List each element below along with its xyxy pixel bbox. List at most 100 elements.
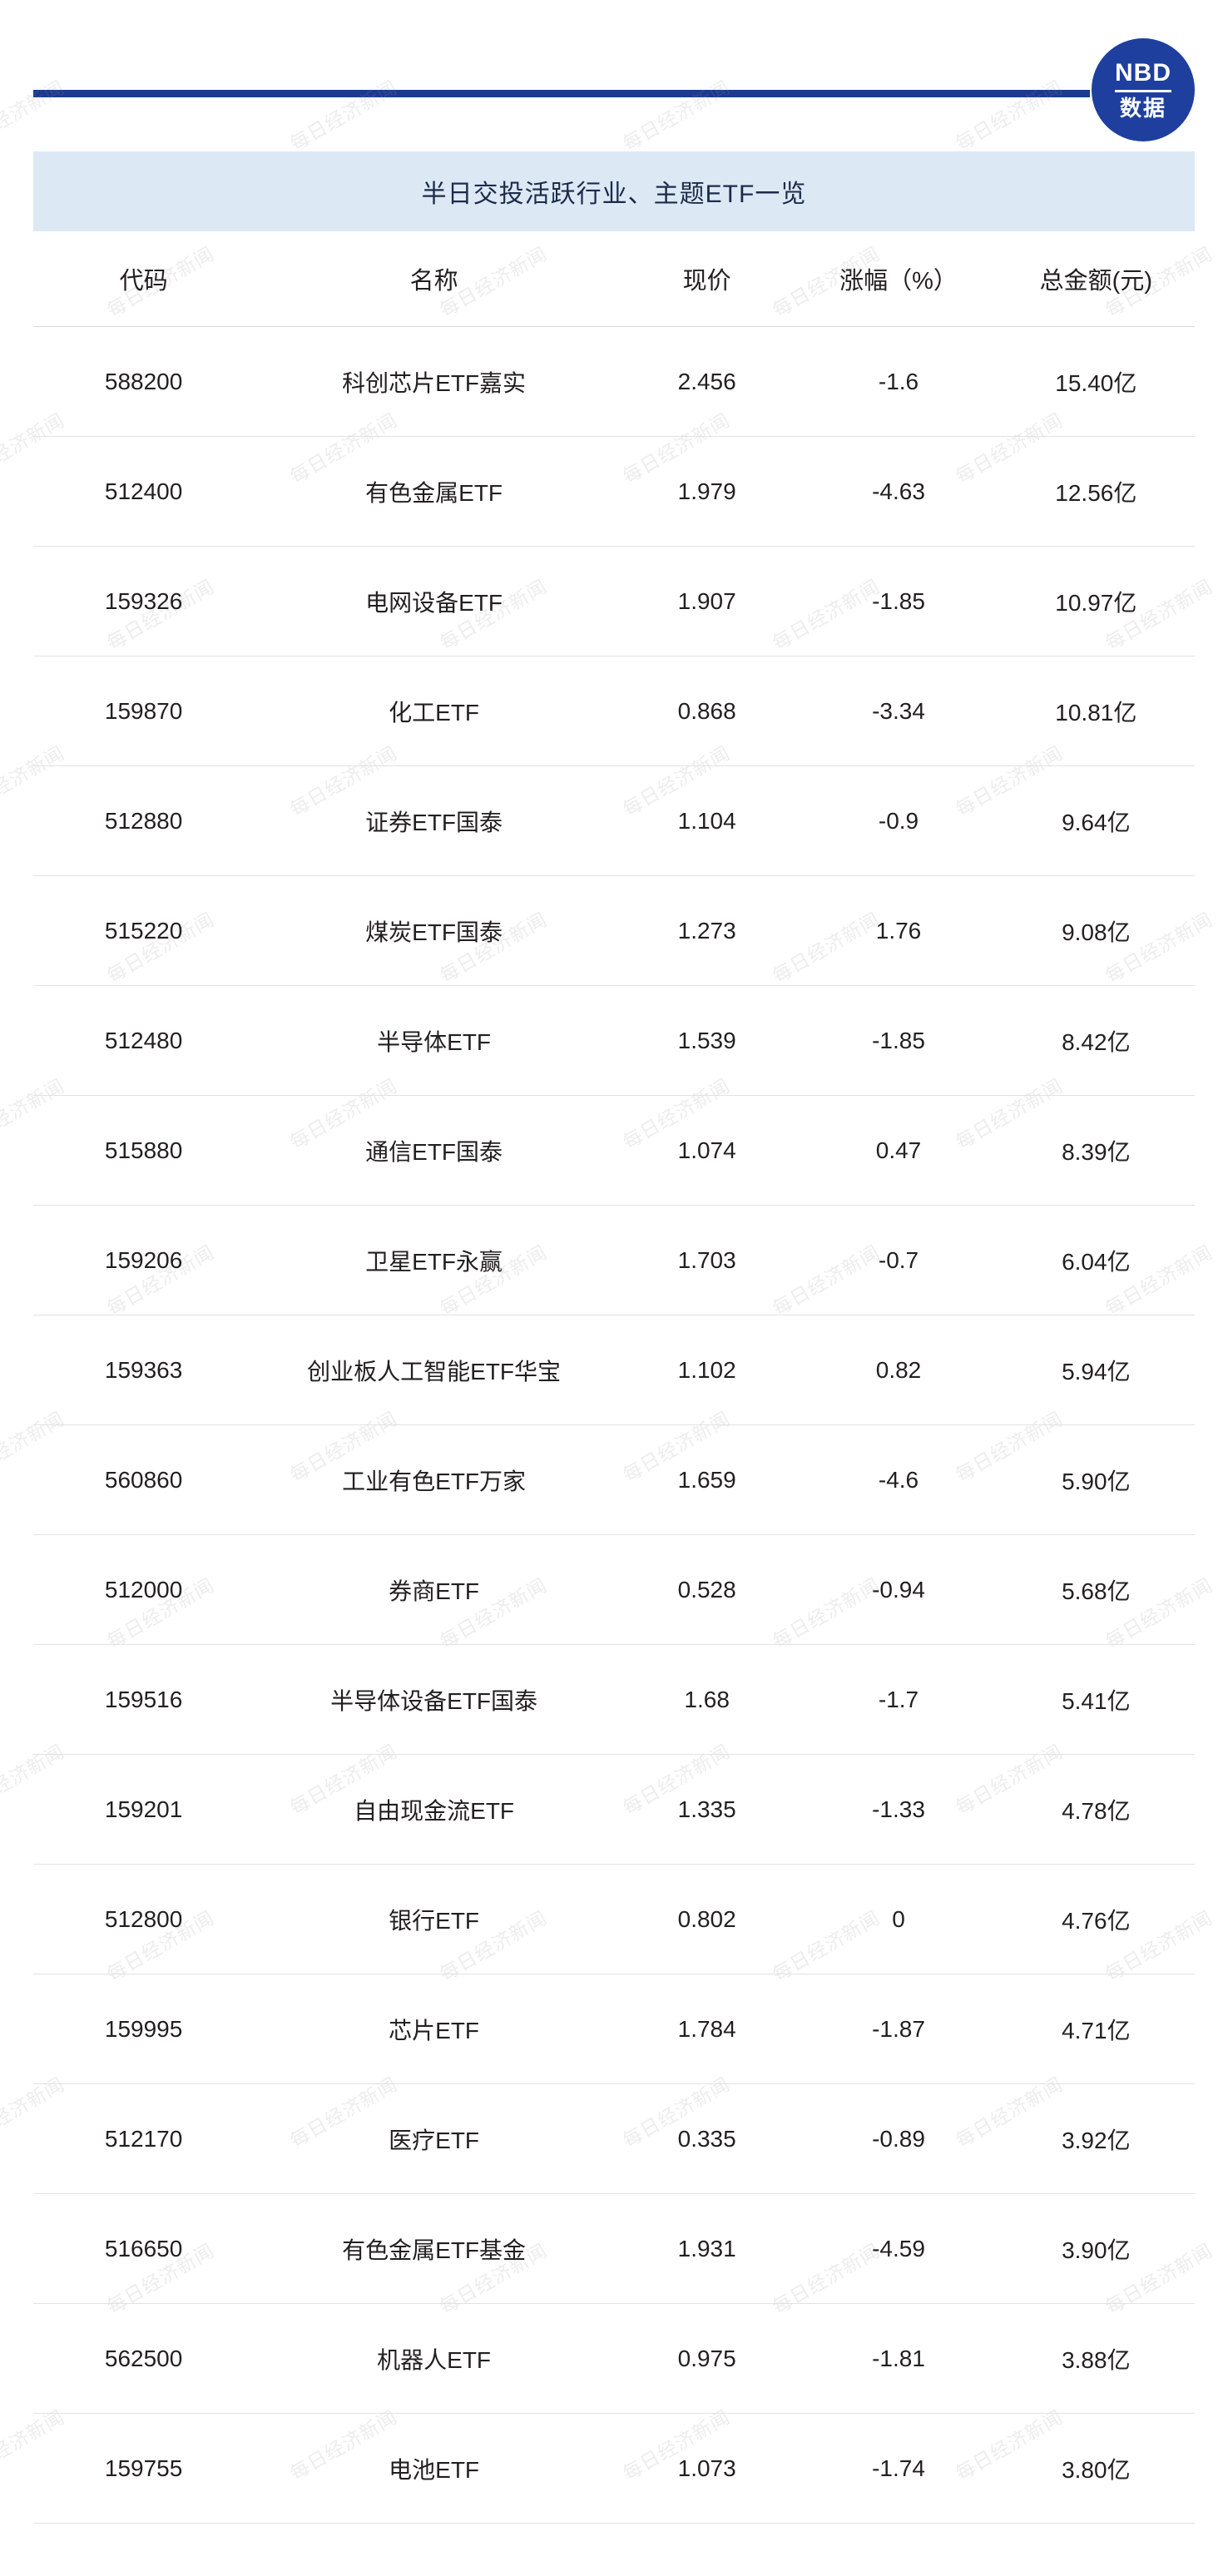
table-body: 588200 科创芯片ETF嘉实 2.456 -1.6 15.40亿 512400 有色金属… [33, 326, 1195, 2524]
logo-bottom-text: 数据 [1119, 95, 1166, 121]
cell-change: -1.81 [800, 2303, 998, 2414]
cell-amount: 10.97亿 [997, 546, 1195, 656]
cell-price: 1.539 [613, 985, 800, 1096]
cell-price: 1.68 [613, 1644, 800, 1755]
cell-code: 515220 [33, 875, 255, 986]
table-row: 159326 电网设备ETF 1.907 -1.85 10.97亿 [33, 546, 1195, 656]
table-row: 159995 芯片ETF 1.784 -1.87 4.71亿 [33, 1974, 1195, 2084]
table-row: 512170 医疗ETF 0.335 -0.89 3.92亿 [33, 2083, 1195, 2194]
cell-code: 588200 [33, 326, 255, 437]
cell-code: 159326 [33, 546, 255, 656]
cell-code: 562500 [33, 2303, 255, 2414]
cell-change: -3.34 [800, 656, 998, 766]
cell-code: 512400 [33, 436, 255, 547]
cell-amount: 12.56亿 [997, 436, 1195, 547]
cell-name: 科创芯片ETF嘉实 [254, 326, 614, 437]
cell-amount: 8.42亿 [997, 985, 1195, 1096]
cell-price: 0.868 [613, 656, 800, 766]
cell-amount: 3.92亿 [997, 2083, 1195, 2194]
cell-amount: 3.88亿 [997, 2303, 1195, 2414]
table-row: 512000 券商ETF 0.528 -0.94 5.68亿 [33, 1534, 1195, 1645]
cell-name: 通信ETF国泰 [254, 1095, 614, 1206]
table-row: 516650 有色金属ETF基金 1.931 -4.59 3.90亿 [33, 2193, 1195, 2304]
cell-change: -1.7 [800, 1644, 998, 1755]
cell-price: 0.802 [613, 1864, 800, 1974]
cell-code: 516650 [33, 2193, 255, 2304]
cell-change: 0.47 [800, 1095, 998, 1206]
cell-price: 1.703 [613, 1205, 800, 1315]
cell-amount: 4.78亿 [997, 1754, 1195, 1865]
table-row: 512480 半导体ETF 1.539 -1.85 8.42亿 [33, 985, 1195, 1096]
nbd-logo: NBD 数据 [1092, 38, 1195, 141]
cell-change: 1.76 [800, 875, 998, 986]
header-rule [33, 90, 1090, 97]
cell-amount: 3.90亿 [997, 2193, 1195, 2304]
table-row: 159363 创业板人工智能ETF华宝 1.102 0.82 5.94亿 [33, 1315, 1195, 1425]
cell-name: 证券ETF国泰 [254, 765, 614, 876]
cell-price: 0.528 [613, 1534, 800, 1645]
cell-code: 512170 [33, 2083, 255, 2194]
cell-name: 工业有色ETF万家 [254, 1424, 614, 1535]
cell-change: -0.9 [800, 765, 998, 876]
cell-name: 化工ETF [254, 656, 614, 766]
table-row: 159755 电池ETF 1.073 -1.74 3.80亿 [33, 2413, 1195, 2524]
table-row: 512400 有色金属ETF 1.979 -4.63 12.56亿 [33, 436, 1195, 547]
cell-price: 1.979 [613, 436, 800, 547]
cell-change: -4.59 [800, 2193, 998, 2304]
cell-amount: 4.71亿 [997, 1974, 1195, 2084]
cell-price: 1.784 [613, 1974, 800, 2084]
watermark-text: 每日经济新闻 [1099, 2568, 1217, 2576]
column-header-price: 现价 [613, 231, 800, 327]
cell-price: 0.975 [613, 2303, 800, 2414]
cell-name: 券商ETF [254, 1534, 614, 1645]
cell-price: 1.659 [613, 1424, 800, 1535]
column-header-name: 名称 [254, 231, 614, 327]
cell-name: 机器人ETF [254, 2303, 614, 2414]
cell-code: 159206 [33, 1205, 255, 1315]
cell-change: -1.85 [800, 546, 998, 656]
cell-change: -1.6 [800, 326, 998, 437]
cell-change: -0.7 [800, 1205, 998, 1315]
cell-name: 半导体ETF [254, 985, 614, 1096]
cell-price: 1.931 [613, 2193, 800, 2304]
cell-change: -1.85 [800, 985, 998, 1096]
cell-code: 159516 [33, 1644, 255, 1755]
table-row: 159201 自由现金流ETF 1.335 -1.33 4.78亿 [33, 1754, 1195, 1865]
table-row: 560860 工业有色ETF万家 1.659 -4.6 5.90亿 [33, 1424, 1195, 1535]
table-row: 159516 半导体设备ETF国泰 1.68 -1.7 5.41亿 [33, 1644, 1195, 1755]
cell-amount: 4.76亿 [997, 1864, 1195, 1974]
table-row: 562500 机器人ETF 0.975 -1.81 3.88亿 [33, 2303, 1195, 2414]
cell-change: -4.63 [800, 436, 998, 547]
cell-price: 1.104 [613, 765, 800, 876]
watermark-text: 每日经济新闻 [101, 2568, 219, 2576]
cell-amount: 9.64亿 [997, 765, 1195, 876]
cell-amount: 5.68亿 [997, 1534, 1195, 1645]
cell-amount: 10.81亿 [997, 656, 1195, 766]
cell-amount: 8.39亿 [997, 1095, 1195, 1206]
cell-code: 512800 [33, 1864, 255, 1974]
cell-price: 1.335 [613, 1754, 800, 1865]
cell-code: 159363 [33, 1315, 255, 1425]
cell-name: 电网设备ETF [254, 546, 614, 656]
cell-amount: 3.80亿 [997, 2413, 1195, 2524]
table-header-row: 代码 名称 现价 涨幅（%） 总金额(元) [33, 231, 1195, 327]
cell-name: 有色金属ETF基金 [254, 2193, 614, 2304]
table-header: 代码 名称 现价 涨幅（%） 总金额(元) [33, 231, 1195, 327]
table-row: 159206 卫星ETF永赢 1.703 -0.7 6.04亿 [33, 1205, 1195, 1315]
table-row: 512880 证券ETF国泰 1.104 -0.9 9.64亿 [33, 765, 1195, 876]
watermark-text: 每日经济新闻 [433, 2568, 552, 2576]
cell-code: 512000 [33, 1534, 255, 1645]
cell-price: 1.073 [613, 2413, 800, 2524]
cell-change: -0.94 [800, 1534, 998, 1645]
watermark-text: 每日经济新闻 [766, 2568, 884, 2576]
cell-amount: 5.94亿 [997, 1315, 1195, 1425]
column-header-code: 代码 [33, 231, 255, 327]
cell-amount: 6.04亿 [997, 1205, 1195, 1315]
cell-code: 159870 [33, 656, 255, 766]
cell-price: 1.273 [613, 875, 800, 986]
cell-code: 159755 [33, 2413, 255, 2524]
cell-name: 自由现金流ETF [254, 1754, 614, 1865]
table-row: 515220 煤炭ETF国泰 1.273 1.76 9.08亿 [33, 875, 1195, 986]
cell-change: -0.89 [800, 2083, 998, 2194]
cell-name: 医疗ETF [254, 2083, 614, 2194]
